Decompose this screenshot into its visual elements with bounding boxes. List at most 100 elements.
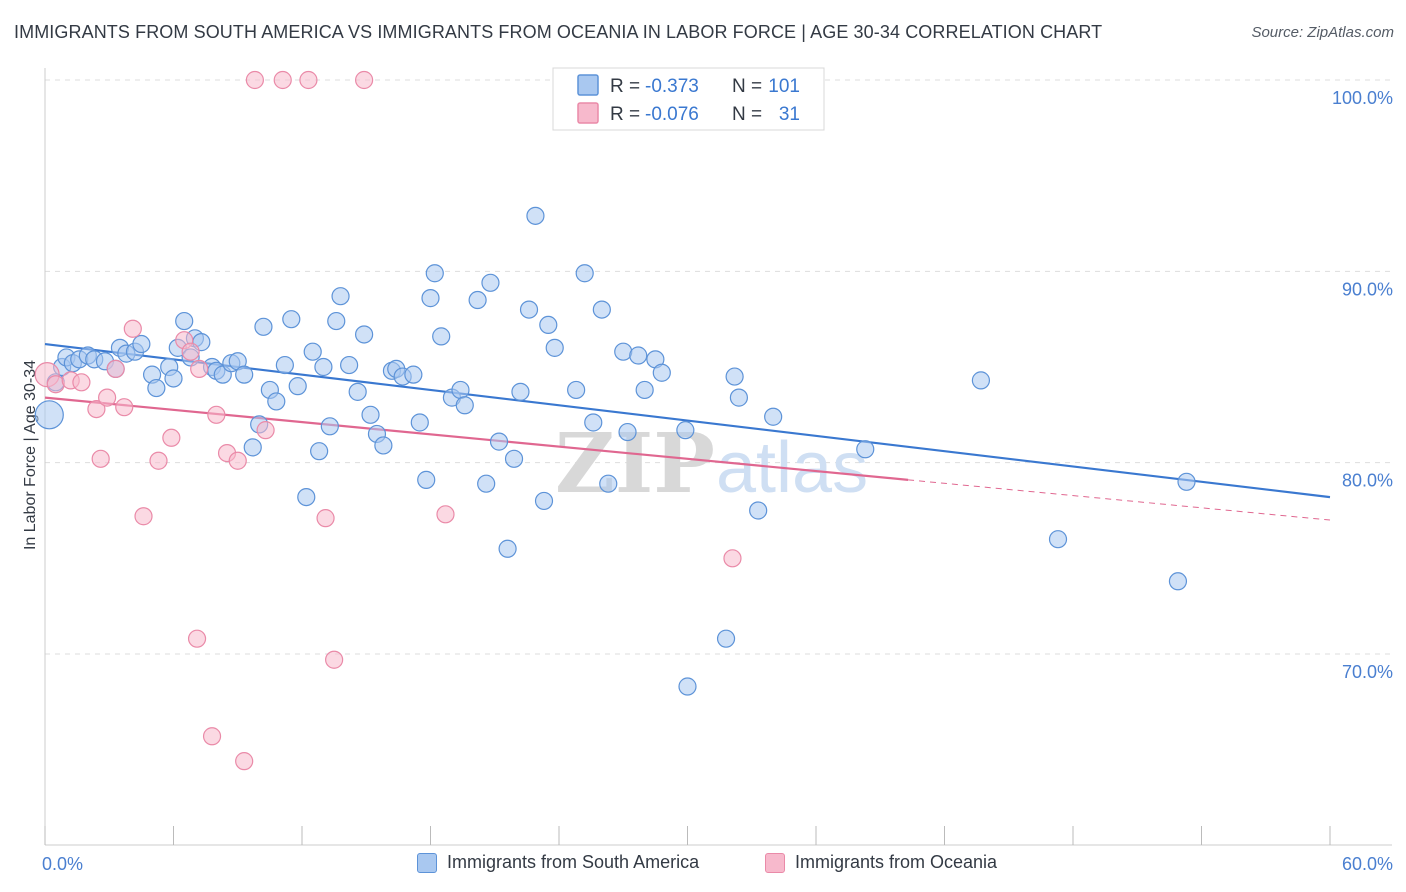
correlation-legend: R = -0.373 N = 101 R = -0.076 N = 31 [552, 67, 825, 131]
point-south-america [282, 310, 301, 329]
point-south-america [314, 357, 333, 377]
point-south-america [534, 491, 554, 511]
point-south-america [310, 442, 329, 461]
point-oceania [256, 421, 275, 440]
point-south-america [1168, 572, 1188, 591]
point-south-america [421, 289, 440, 308]
point-south-america [635, 380, 654, 400]
point-oceania [134, 507, 153, 526]
point-south-america [676, 421, 695, 440]
point-south-america [175, 311, 194, 331]
point-oceania [723, 549, 742, 568]
point-oceania [316, 509, 335, 528]
point-oceania [72, 373, 91, 392]
x-tick-label: 0.0% [42, 854, 83, 874]
point-south-america [678, 677, 697, 696]
point-south-america [147, 378, 166, 398]
point-oceania [207, 405, 226, 424]
point-south-america [275, 355, 294, 375]
point-south-america [489, 432, 509, 451]
point-south-america [425, 264, 444, 283]
y-tick-label: 100.0% [1332, 88, 1393, 108]
y-tick-label: 90.0% [1342, 279, 1393, 299]
point-oceania [98, 388, 117, 407]
point-south-america [716, 629, 736, 648]
legend-r-value: -0.076 [645, 104, 699, 125]
pink-swatch-icon [765, 852, 785, 873]
legend-n-value: 101 [768, 76, 800, 97]
point-south-america [254, 317, 273, 336]
point-south-america [725, 367, 744, 386]
point-south-america [455, 396, 474, 415]
point-oceania [149, 451, 168, 470]
point-south-america [267, 392, 286, 411]
point-south-america [729, 388, 749, 407]
point-south-america [764, 407, 783, 426]
point-south-america [297, 487, 316, 507]
point-oceania [190, 359, 209, 379]
point-south-america [361, 405, 380, 424]
point-south-america [348, 382, 367, 401]
point-south-america [481, 273, 500, 292]
legend-r-value: -0.373 [645, 76, 699, 97]
legend-label-south-america: Immigrants from South America [447, 852, 700, 872]
point-south-america [511, 382, 530, 401]
point-south-america [327, 311, 346, 331]
legend-n-label: N = [732, 104, 762, 125]
trend-lines [44, 342, 1331, 521]
point-oceania [235, 752, 254, 771]
point-south-america [599, 474, 618, 493]
point-south-america [432, 327, 451, 346]
point-oceania [228, 451, 247, 470]
point-oceania [87, 399, 106, 419]
point-south-america [504, 449, 524, 468]
point-south-america [477, 474, 496, 493]
point-oceania [115, 398, 134, 417]
point-south-america [355, 325, 374, 344]
watermark: ZIPatlas [555, 416, 868, 512]
point-oceania [106, 359, 125, 379]
point-south-america [539, 315, 558, 335]
point-south-america [584, 413, 603, 432]
y-axis-title: In Labor Force | Age 30-34 [22, 360, 39, 550]
point-south-america [749, 501, 768, 520]
point-south-america [451, 380, 470, 400]
point-oceania [91, 449, 110, 468]
point-south-america [331, 287, 350, 306]
trend-line-solid [44, 396, 909, 481]
point-south-america [652, 363, 671, 382]
point-south-america [1048, 530, 1068, 549]
legend-item-south-america: Immigrants from South America [417, 852, 699, 873]
legend-r-label: R = [610, 104, 640, 125]
point-south-america [498, 539, 517, 558]
point-south-america [410, 413, 429, 432]
point-south-america [545, 338, 564, 357]
point-south-america [164, 369, 183, 388]
legend-r-label: R = [610, 76, 640, 97]
point-south-america [288, 377, 307, 396]
point-oceania [187, 629, 207, 648]
point-oceania [299, 70, 318, 90]
point-south-america [303, 342, 322, 361]
point-south-america [1177, 472, 1196, 491]
trend-line-dashed [908, 479, 1331, 521]
point-oceania [202, 727, 222, 746]
blue-swatch-icon [417, 852, 437, 873]
point-south-america [526, 206, 545, 225]
point-south-america [468, 290, 487, 310]
point-oceania [325, 650, 344, 669]
point-oceania [181, 342, 200, 361]
y-tick-label: 80.0% [1342, 471, 1393, 491]
point-south-america [856, 440, 875, 459]
point-oceania [436, 505, 455, 524]
point-south-america [132, 334, 151, 354]
point-south-america [404, 365, 423, 384]
point-south-america [34, 400, 64, 430]
legend-blue-swatch-icon [577, 74, 599, 96]
point-south-america [629, 346, 648, 365]
legend-pink-swatch-icon [577, 102, 599, 124]
point-south-america [519, 300, 539, 319]
legend-n-value: 31 [779, 104, 800, 125]
axes: 70.0% 80.0% 90.0% 100.0% 0.0% 60.0% In Labor F… [22, 68, 1393, 874]
